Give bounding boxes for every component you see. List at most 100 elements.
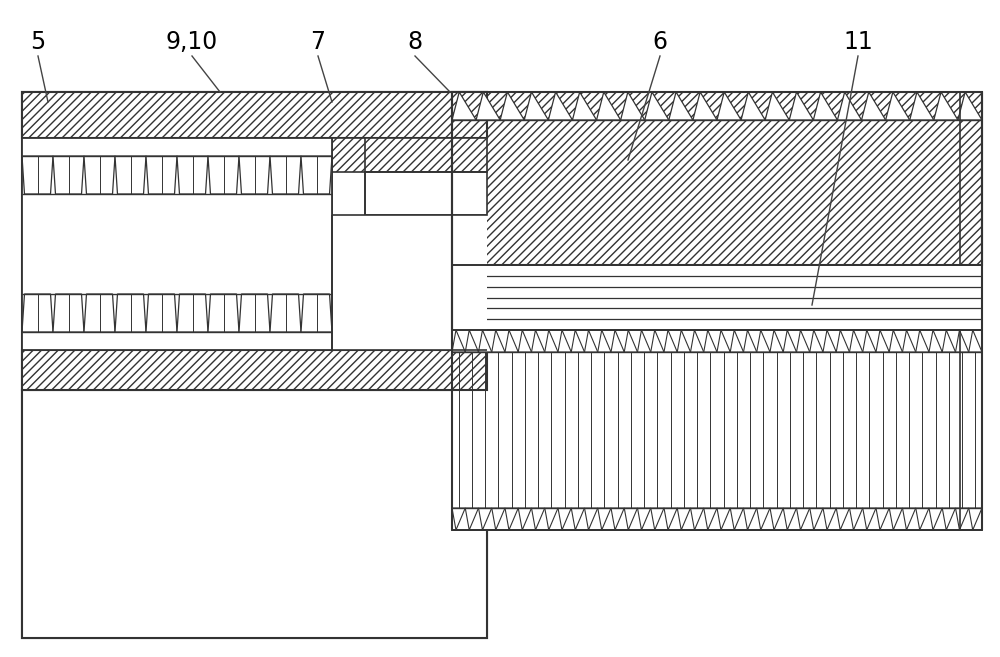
Polygon shape <box>942 508 956 530</box>
Polygon shape <box>796 508 810 530</box>
Polygon shape <box>146 156 177 194</box>
Polygon shape <box>757 330 770 352</box>
Polygon shape <box>598 330 611 352</box>
Polygon shape <box>548 92 572 120</box>
Polygon shape <box>208 156 239 194</box>
Polygon shape <box>823 330 836 352</box>
Polygon shape <box>22 156 53 194</box>
Polygon shape <box>704 508 717 530</box>
Polygon shape <box>934 92 958 120</box>
Polygon shape <box>796 330 810 352</box>
Text: 6: 6 <box>652 30 668 54</box>
Polygon shape <box>770 508 783 530</box>
Polygon shape <box>717 92 741 120</box>
Polygon shape <box>902 508 916 530</box>
Polygon shape <box>479 330 492 352</box>
Polygon shape <box>916 330 929 352</box>
Polygon shape <box>850 508 863 530</box>
Polygon shape <box>690 508 704 530</box>
Polygon shape <box>810 330 823 352</box>
Polygon shape <box>452 508 465 530</box>
Bar <box>452 330 982 530</box>
Bar <box>22 390 487 638</box>
Polygon shape <box>115 294 146 332</box>
Polygon shape <box>813 92 837 120</box>
Polygon shape <box>452 330 465 352</box>
Polygon shape <box>611 508 624 530</box>
Polygon shape <box>84 156 115 194</box>
Polygon shape <box>492 330 505 352</box>
Polygon shape <box>479 508 492 530</box>
Polygon shape <box>783 330 796 352</box>
Polygon shape <box>823 508 836 530</box>
Polygon shape <box>956 508 969 530</box>
Polygon shape <box>744 508 757 530</box>
Polygon shape <box>889 330 902 352</box>
Polygon shape <box>584 330 598 352</box>
Polygon shape <box>690 330 704 352</box>
Polygon shape <box>239 156 270 194</box>
Polygon shape <box>942 330 956 352</box>
Bar <box>332 215 487 350</box>
Text: 5: 5 <box>30 30 46 54</box>
Polygon shape <box>783 508 796 530</box>
Polygon shape <box>969 508 982 530</box>
Polygon shape <box>730 330 744 352</box>
Bar <box>22 92 487 638</box>
Polygon shape <box>916 508 929 530</box>
Polygon shape <box>524 92 548 120</box>
Polygon shape <box>717 330 730 352</box>
Polygon shape <box>863 330 876 352</box>
Polygon shape <box>177 156 208 194</box>
Polygon shape <box>545 508 558 530</box>
Polygon shape <box>664 330 677 352</box>
Polygon shape <box>770 330 783 352</box>
Polygon shape <box>476 92 500 120</box>
Polygon shape <box>597 92 621 120</box>
Polygon shape <box>301 156 332 194</box>
Polygon shape <box>886 92 910 120</box>
Polygon shape <box>598 508 611 530</box>
Polygon shape <box>757 508 770 530</box>
Text: 9,10: 9,10 <box>166 30 218 54</box>
Polygon shape <box>558 508 571 530</box>
Polygon shape <box>704 330 717 352</box>
Polygon shape <box>239 294 270 332</box>
Polygon shape <box>518 508 532 530</box>
Polygon shape <box>910 92 934 120</box>
Bar <box>22 92 487 138</box>
Polygon shape <box>645 92 669 120</box>
Polygon shape <box>208 294 239 332</box>
Polygon shape <box>889 508 902 530</box>
Polygon shape <box>638 508 651 530</box>
Polygon shape <box>611 330 624 352</box>
Bar <box>22 138 332 350</box>
Bar <box>452 92 982 265</box>
Polygon shape <box>84 294 115 332</box>
Polygon shape <box>532 508 545 530</box>
Polygon shape <box>270 294 301 332</box>
Polygon shape <box>741 92 765 120</box>
Polygon shape <box>270 156 301 194</box>
Polygon shape <box>876 330 889 352</box>
Polygon shape <box>850 330 863 352</box>
Polygon shape <box>452 92 476 120</box>
Polygon shape <box>584 508 598 530</box>
Polygon shape <box>744 330 757 352</box>
Polygon shape <box>717 508 730 530</box>
Bar <box>22 138 332 350</box>
Polygon shape <box>500 92 524 120</box>
Polygon shape <box>53 156 84 194</box>
Bar <box>22 350 487 390</box>
Polygon shape <box>115 156 146 194</box>
Polygon shape <box>532 330 545 352</box>
Polygon shape <box>22 294 53 332</box>
Polygon shape <box>837 92 862 120</box>
Polygon shape <box>638 330 651 352</box>
Polygon shape <box>956 330 969 352</box>
Bar <box>452 265 982 330</box>
Polygon shape <box>53 294 84 332</box>
Polygon shape <box>571 330 584 352</box>
Polygon shape <box>969 330 982 352</box>
Polygon shape <box>664 508 677 530</box>
